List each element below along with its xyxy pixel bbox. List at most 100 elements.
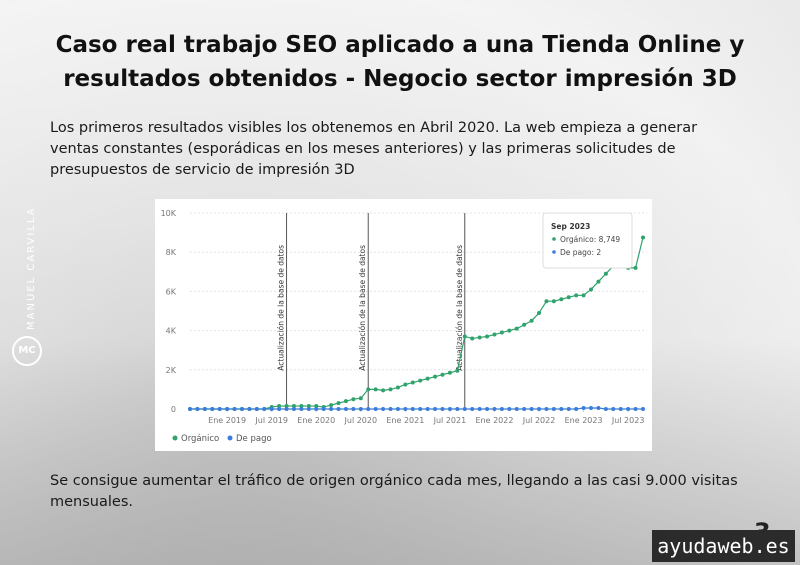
data-point: [247, 407, 252, 411]
data-point: [239, 407, 244, 411]
data-point: [566, 295, 571, 300]
data-point: [425, 407, 430, 411]
data-point: [351, 407, 356, 411]
data-point: [462, 334, 467, 339]
data-point: [626, 407, 631, 411]
paragraph: Se consigue aumentar el tráfico de orige…: [50, 473, 738, 510]
data-point: [566, 407, 571, 411]
data-point: [603, 271, 608, 276]
tooltip: Sep 2023 Orgánico: 8,749 De pago: 2: [542, 212, 633, 269]
data-point: [388, 387, 393, 392]
x-tick-label: Ene 2022: [475, 416, 513, 425]
data-point: [336, 407, 341, 411]
data-point: [403, 382, 408, 387]
data-point: [291, 404, 296, 409]
data-point: [581, 406, 586, 411]
data-point: [217, 407, 222, 411]
data-point: [306, 407, 311, 411]
x-tick-label: Ene 2020: [297, 416, 335, 425]
logo: MC: [12, 336, 42, 366]
data-point: [284, 404, 289, 409]
chart-panel: 0 2K 4K 6K 8K 10K Ene 2019 Jul 2019 Ene 2020 Jul …: [155, 199, 652, 451]
data-point: [470, 336, 475, 341]
data-point: [410, 407, 415, 411]
x-tick-label: Ene 2023: [565, 416, 603, 425]
data-point: [277, 404, 282, 409]
data-point: [514, 326, 519, 331]
data-point: [425, 376, 430, 381]
data-point: [440, 372, 445, 377]
y-tick-label: 6K: [166, 287, 177, 296]
data-point: [373, 407, 378, 411]
data-point: [321, 407, 326, 411]
brand: ayudaweb.es: [652, 530, 795, 562]
data-point: [269, 407, 274, 411]
tooltip-item: De pago: 2: [560, 248, 601, 257]
data-point: [499, 407, 504, 411]
data-point: [381, 388, 386, 393]
data-point: [499, 330, 504, 335]
data-point: [373, 387, 378, 392]
data-point: [366, 387, 371, 392]
data-point: [343, 407, 348, 411]
data-point: [403, 407, 408, 411]
data-point: [633, 407, 638, 411]
data-point: [329, 403, 334, 408]
data-point: [559, 297, 564, 302]
data-point: [581, 293, 586, 298]
data-point: [641, 406, 645, 411]
data-point: [343, 399, 348, 404]
annotation-label: Actualización de la base de datos: [455, 245, 464, 371]
x-tick-label: Ene 2019: [208, 416, 246, 425]
annotation-label: Actualización de la base de datos: [277, 245, 286, 371]
data-point: [544, 407, 549, 411]
data-point: [633, 265, 638, 270]
x-tick-label: Ene 2021: [386, 416, 424, 425]
tooltip-marker: [552, 250, 556, 254]
data-point: [485, 334, 490, 339]
data-point: [306, 404, 311, 409]
data-point: [559, 407, 564, 411]
data-point: [358, 407, 363, 411]
data-point: [418, 378, 423, 383]
data-point: [447, 407, 452, 411]
data-point: [551, 407, 556, 411]
data-point: [299, 407, 304, 411]
data-point: [544, 299, 549, 304]
data-point: [314, 407, 319, 411]
data-point: [254, 407, 259, 411]
data-point: [366, 407, 371, 411]
data-point: [410, 380, 415, 385]
data-point: [492, 407, 497, 411]
data-point: [522, 407, 527, 411]
data-point: [551, 299, 556, 304]
data-point: [388, 407, 393, 411]
y-tick-label: 0: [171, 405, 176, 414]
data-point: [447, 370, 452, 375]
data-point: [574, 293, 579, 298]
slide-title: Caso real trabajo SEO aplicado a una Tie…: [55, 32, 745, 92]
data-point: [284, 407, 289, 411]
data-point: [529, 407, 534, 411]
data-point: [202, 407, 207, 411]
data-point: [477, 335, 482, 340]
data-point: [537, 310, 542, 315]
tooltip-box: [542, 212, 633, 269]
side-label: MANUEL CARVILLA: [26, 206, 37, 330]
data-point: [336, 401, 341, 406]
data-point: [470, 407, 475, 411]
legend-marker: [172, 435, 178, 441]
data-point: [433, 374, 438, 379]
data-point: [351, 397, 356, 402]
data-point: [485, 407, 490, 411]
x-tick-label: Jul 2021: [433, 416, 467, 425]
annotation-label: Actualización de la base de datos: [358, 245, 367, 371]
legend-label: Orgánico: [181, 434, 219, 444]
data-point: [395, 385, 400, 390]
data-point: [440, 407, 445, 411]
x-tick-label: Jul 2020: [344, 416, 378, 425]
data-point: [603, 407, 608, 411]
y-tick-label: 10K: [161, 209, 177, 218]
legend-marker: [227, 435, 233, 441]
data-point: [507, 328, 512, 333]
